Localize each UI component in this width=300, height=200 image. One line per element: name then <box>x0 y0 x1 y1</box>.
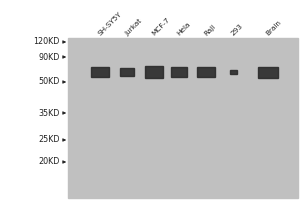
Text: 90KD: 90KD <box>39 52 60 62</box>
Text: Hela: Hela <box>176 21 192 37</box>
Text: Raji: Raji <box>203 23 216 37</box>
Bar <box>258 66 278 77</box>
Text: MCF-7: MCF-7 <box>151 17 171 37</box>
Text: 35KD: 35KD <box>39 108 60 117</box>
Bar <box>145 66 163 78</box>
Text: SH-SY5Y: SH-SY5Y <box>97 11 123 37</box>
Text: 50KD: 50KD <box>39 77 60 86</box>
Text: Jurkat: Jurkat <box>124 18 143 37</box>
Text: 25KD: 25KD <box>38 136 60 144</box>
Text: 20KD: 20KD <box>39 158 60 166</box>
Bar <box>120 68 134 76</box>
Bar <box>68 38 298 198</box>
Bar <box>91 67 109 77</box>
Bar <box>197 67 215 77</box>
Text: Brain: Brain <box>265 19 282 37</box>
Text: 293: 293 <box>230 23 244 37</box>
Text: 120KD: 120KD <box>34 38 60 46</box>
Bar <box>171 67 187 77</box>
Bar <box>230 70 236 74</box>
